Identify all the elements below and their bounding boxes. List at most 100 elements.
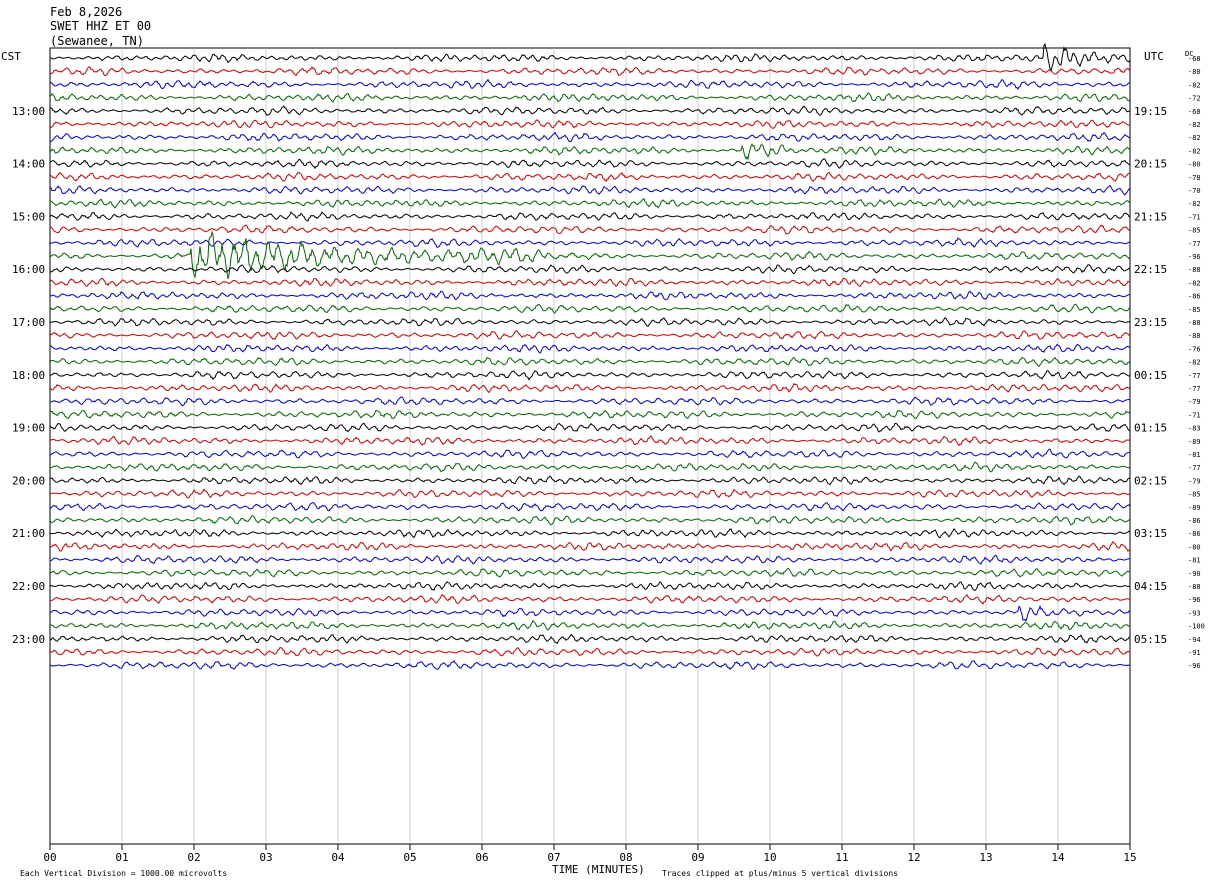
seismic-trace (49, 567, 1131, 578)
dc-offset-label: -80 (1188, 543, 1201, 551)
dc-offset-label: -82 (1188, 279, 1201, 287)
dc-offset-label: -85 (1188, 491, 1201, 499)
cst-hour-label: 13:00 (12, 105, 45, 118)
dc-offset-label: -88 (1188, 319, 1201, 327)
x-tick-label: 11 (835, 851, 848, 864)
seismic-trace (50, 461, 1131, 473)
x-tick-label: 12 (907, 851, 920, 864)
seismic-trace (49, 382, 1131, 394)
x-tick-label: 00 (43, 851, 56, 864)
utc-axis-label: UTC (1144, 50, 1164, 63)
seismic-trace (49, 224, 1131, 235)
dc-offset-label: -86 (1188, 293, 1201, 301)
dc-offset-label: -77 (1188, 240, 1201, 248)
x-tick-label: 10 (763, 851, 776, 864)
x-tick-label: 06 (475, 851, 488, 864)
seismic-trace (50, 554, 1131, 565)
seismic-trace (49, 92, 1131, 103)
dc-offset-label: -80 (1188, 68, 1201, 76)
seismic-trace (49, 158, 1131, 170)
cst-hour-label: 23:00 (12, 633, 45, 646)
utc-hour-label: 22:15 (1134, 263, 1167, 276)
seismic-trace (49, 409, 1131, 420)
dc-offset-label: -71 (1188, 213, 1201, 221)
x-tick-label: 02 (187, 851, 200, 864)
dc-offset-label: -88 (1188, 266, 1201, 274)
seismic-trace (49, 211, 1131, 222)
plot-frame (49, 47, 1131, 845)
seismic-trace (49, 330, 1131, 341)
seismic-trace (49, 396, 1131, 407)
dc-offset-label: -96 (1188, 596, 1201, 604)
dc-offset-label: -89 (1188, 438, 1201, 446)
cst-hour-label: 16:00 (12, 263, 45, 276)
seismic-trace (50, 42, 1131, 73)
seismic-trace (49, 66, 1131, 77)
dc-offset-label: -83 (1188, 425, 1201, 433)
seismic-trace (49, 528, 1131, 539)
dc-offset-label: -82 (1188, 81, 1201, 89)
seismic-trace (49, 502, 1131, 512)
scale-note: Each Vertical Division = 1000.00 microvo… (20, 869, 228, 878)
seismic-trace (50, 171, 1131, 182)
seismic-trace (49, 604, 1131, 623)
dc-offset-label: -77 (1188, 385, 1201, 393)
dc-offset-label: -90 (1188, 570, 1201, 578)
dc-offset-label: -77 (1188, 372, 1201, 380)
seismic-trace (50, 475, 1131, 486)
seismic-trace (49, 230, 1131, 280)
utc-hour-label: 00:15 (1134, 369, 1167, 382)
seismic-trace (49, 633, 1131, 645)
dc-offset-label: -82 (1188, 359, 1201, 367)
x-tick-label: 03 (259, 851, 272, 864)
utc-hour-label: 19:15 (1134, 105, 1167, 118)
seismic-trace (49, 290, 1131, 301)
dc-offset-label: -96 (1188, 662, 1201, 670)
dc-offset-label: -76 (1188, 345, 1201, 353)
seismic-trace (49, 356, 1131, 368)
dc-offset-label: -79 (1188, 477, 1201, 485)
dc-offset-label: -85 (1188, 227, 1201, 235)
dc-offset-label: -78 (1188, 174, 1201, 182)
dc-offset-label: -79 (1188, 398, 1201, 406)
seismic-trace (49, 131, 1131, 143)
dc-offset-label: -82 (1188, 147, 1201, 155)
seismic-trace (49, 184, 1131, 196)
seismic-trace (49, 619, 1130, 631)
seismic-trace (49, 119, 1131, 130)
dc-offset-label: -93 (1188, 609, 1201, 617)
cst-hour-label: 17:00 (12, 316, 45, 329)
x-tick-label: 13 (979, 851, 992, 864)
seismic-trace (49, 581, 1131, 591)
seismic-trace (49, 198, 1131, 209)
seismic-trace (49, 78, 1131, 90)
dc-offset-label: -100 (1188, 623, 1205, 631)
dc-offset-label: -72 (1188, 95, 1201, 103)
dc-offset-label: -82 (1188, 200, 1201, 208)
seismic-trace (49, 143, 1131, 161)
utc-hour-label: 05:15 (1134, 633, 1167, 646)
x-tick-label: 05 (403, 851, 416, 864)
dc-offset-label: -96 (1188, 253, 1201, 261)
seismic-trace (49, 422, 1131, 433)
seismic-trace (49, 105, 1131, 117)
cst-hour-label: 21:00 (12, 527, 45, 540)
seismic-trace (49, 303, 1131, 314)
dc-offset-label: -86 (1188, 530, 1201, 538)
dc-offset-label: -71 (1188, 411, 1201, 419)
dc-offset-label: -82 (1188, 121, 1201, 129)
chart-station: SWET HHZ ET 00 (50, 19, 152, 33)
dc-offset-label: -89 (1188, 504, 1201, 512)
dc-offset-label: -80 (1188, 161, 1201, 169)
dc-offset-label: -81 (1188, 451, 1201, 459)
seismic-trace (49, 540, 1131, 553)
seismic-trace (49, 646, 1131, 657)
seismic-trace (49, 370, 1131, 381)
utc-hour-label: 01:15 (1134, 422, 1167, 435)
seismic-trace (49, 659, 1131, 671)
utc-hour-label: 23:15 (1134, 316, 1167, 329)
x-tick-label: 15 (1123, 851, 1136, 864)
chart-date: Feb 8,2026 (50, 5, 123, 19)
dc-offset-label: -70 (1188, 187, 1201, 195)
